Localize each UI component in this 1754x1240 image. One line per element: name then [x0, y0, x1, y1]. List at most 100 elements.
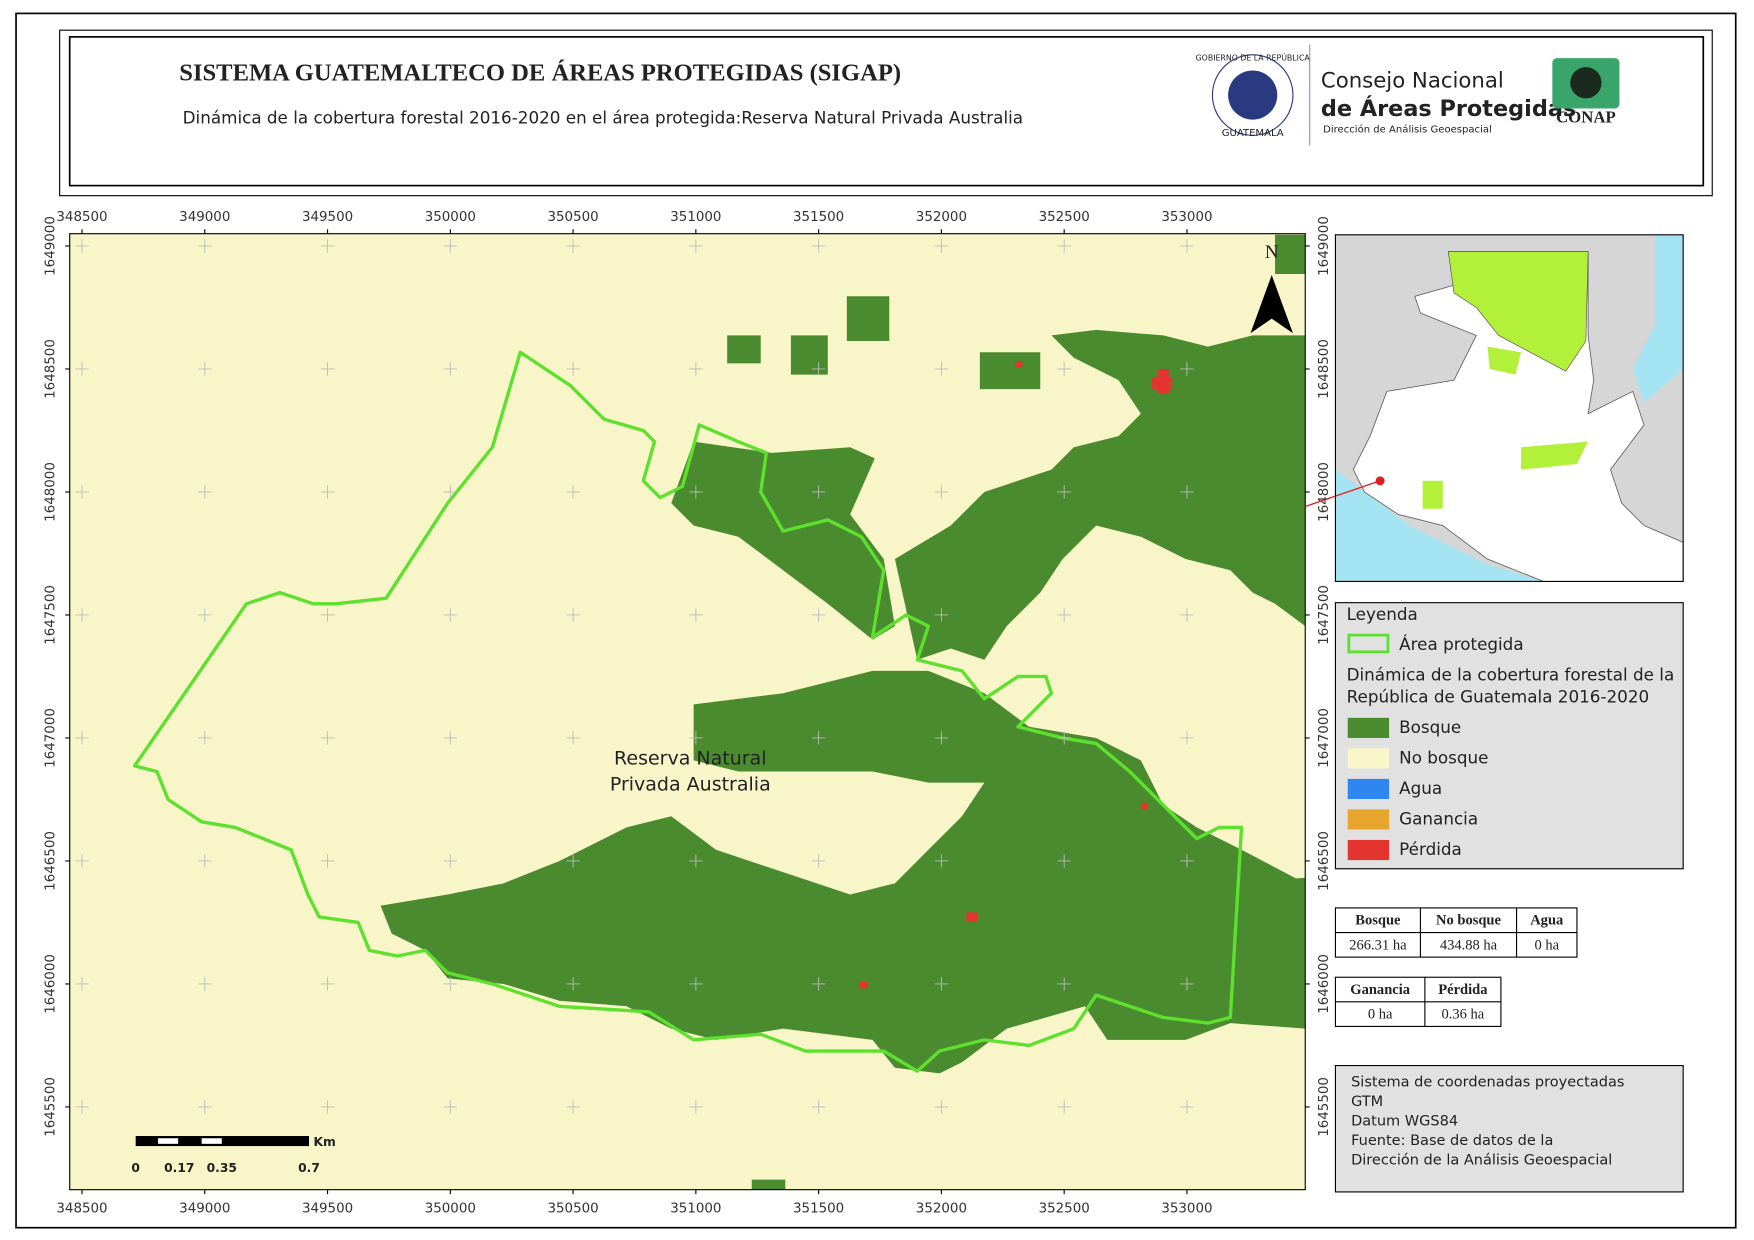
forest-patch	[1275, 234, 1306, 274]
table-cell: 0.36 ha	[1442, 1007, 1485, 1023]
place-label: Privada Australia	[610, 773, 771, 795]
grid-cross	[566, 608, 580, 622]
legend-section: República de Guatemala 2016-2020	[1347, 687, 1650, 707]
legend-swatch	[1347, 717, 1390, 738]
x-tick-label: 352000	[916, 210, 967, 225]
title: SISTEMA GUATEMALTECO DE ÁREAS PROTEGIDAS…	[179, 59, 901, 87]
grid-cross	[811, 608, 826, 622]
scale-label: 0	[131, 1161, 140, 1175]
grid-cross	[1057, 608, 1071, 622]
grid-cross	[811, 485, 826, 499]
grid-cross	[320, 608, 335, 622]
loss-patch	[966, 912, 978, 922]
protected-area-boundary	[132, 350, 1244, 1073]
scale-label: 0.35	[207, 1161, 237, 1175]
x-tick-label: 348500	[56, 210, 107, 225]
emblem-ring	[1211, 54, 1294, 136]
grid-cross	[75, 1100, 89, 1114]
table-cell: 266.31 ha	[1349, 937, 1407, 953]
grid-cross	[689, 362, 703, 376]
grid-cross	[443, 854, 458, 868]
x-tick-label: 349000	[179, 210, 230, 225]
x-tick-label: 353000	[1161, 210, 1212, 225]
loss-patch	[1015, 361, 1023, 368]
grid-cross	[198, 239, 212, 253]
legend-box	[1334, 602, 1684, 870]
grid-cross	[443, 977, 458, 991]
inset-protected	[1447, 251, 1589, 372]
legend-label: No bosque	[1399, 747, 1488, 767]
table-header: Pérdida	[1438, 982, 1488, 998]
scale-segment	[201, 1138, 222, 1144]
grid-cross	[320, 977, 335, 991]
forest-patch	[751, 1179, 786, 1190]
grid-cross	[198, 977, 212, 991]
legend-swatch	[1347, 809, 1390, 830]
table-header: Agua	[1530, 913, 1564, 929]
inset-protected	[1487, 346, 1522, 375]
grid-cross	[1057, 485, 1071, 499]
grid-cross	[934, 854, 949, 868]
grid-cross	[198, 362, 212, 376]
grid-cross	[566, 854, 580, 868]
table-header: Ganancia	[1350, 982, 1410, 998]
grid-cross	[566, 731, 580, 745]
grid-cross	[689, 239, 703, 253]
x-tick-label: 350000	[425, 1202, 476, 1217]
x-tick-label: 352500	[1039, 210, 1090, 225]
legend-title: Leyenda	[1347, 604, 1418, 624]
forest-patch	[979, 352, 1041, 390]
legend-swatch	[1347, 778, 1390, 800]
grid-cross	[689, 485, 703, 499]
grid-cross	[320, 854, 335, 868]
table-cell: 0 ha	[1534, 937, 1559, 953]
grid-cross	[1057, 239, 1071, 253]
y-tick-label: 1648000	[44, 462, 59, 522]
emblem-bottom: GUATEMALA	[1222, 128, 1284, 139]
y-tick-label: 1645500	[44, 1077, 59, 1137]
legend-label: Pérdida	[1399, 839, 1462, 859]
grid-cross	[1180, 239, 1194, 253]
grid-cross	[566, 485, 580, 499]
inset-protected	[1521, 441, 1589, 470]
subtitle: Dinámica de la cobertura forestal 2016-2…	[183, 108, 1023, 128]
org-line1: Consejo Nacional	[1321, 69, 1504, 94]
forest-patch	[894, 329, 1306, 660]
grid-cross	[689, 608, 703, 622]
grid-cross	[934, 731, 949, 745]
inset-sea	[1632, 234, 1684, 403]
place-label: Reserva Natural	[614, 748, 766, 770]
grid-cross	[1057, 977, 1071, 991]
grid-cross	[811, 362, 826, 376]
org-line2: de Áreas Protegidas	[1321, 94, 1576, 122]
inset-map	[1305, 234, 1684, 582]
grid-cross	[198, 854, 212, 868]
legend-label: Área protegida	[1399, 633, 1523, 654]
y-tick-label: 1649000	[44, 216, 59, 276]
table-cell: 0 ha	[1368, 1007, 1393, 1023]
y-tick-label: 1647500	[44, 585, 59, 645]
grid-cross	[566, 1100, 580, 1114]
scale-segment	[158, 1138, 179, 1144]
forest-patch	[671, 441, 895, 640]
grid-cross	[198, 485, 212, 499]
grid-crosses	[75, 239, 1194, 1114]
table-header: No bosque	[1436, 913, 1501, 929]
y-tick-label: 1646000	[44, 954, 59, 1014]
x-tick-label: 353000	[1161, 1202, 1212, 1217]
y-tick-label: 1647000	[1317, 708, 1332, 768]
forest-patch	[380, 670, 1306, 1074]
scale-labels: 0 0.17 0.35 0.7	[131, 1161, 319, 1175]
grid-cross	[198, 608, 212, 622]
north-label: N	[1265, 242, 1279, 263]
grid-cross	[1180, 731, 1194, 745]
y-tick-label: 1648500	[1317, 339, 1332, 399]
grid-cross	[198, 731, 212, 745]
grid-cross	[443, 608, 458, 622]
y-tick-label: 1646000	[1317, 954, 1332, 1014]
grid-cross	[689, 731, 703, 745]
x-tick-label: 350000	[425, 210, 476, 225]
info-line: Datum WGS84	[1351, 1113, 1458, 1129]
loss-patch	[1140, 802, 1148, 810]
